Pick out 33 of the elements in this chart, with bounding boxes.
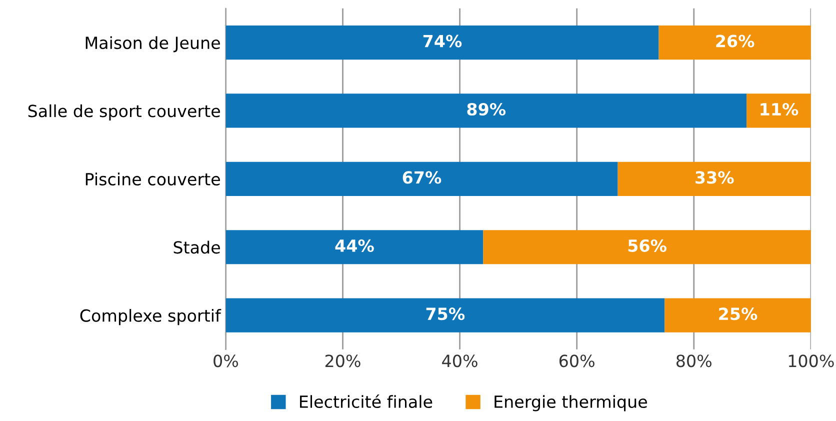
data-label: 67% bbox=[402, 171, 442, 184]
x-tick-label: 100% bbox=[788, 354, 834, 368]
bar bbox=[658, 25, 811, 60]
x-tick-label: 80% bbox=[676, 354, 712, 368]
data-label: 44% bbox=[335, 239, 374, 252]
legend-label: Electricité finale bbox=[300, 394, 432, 408]
bar bbox=[226, 230, 484, 264]
y-tick-label: Piscine couverte bbox=[86, 172, 220, 186]
data-label: 89% bbox=[467, 102, 506, 116]
bar bbox=[226, 25, 659, 60]
x-tick-label: 60% bbox=[559, 354, 594, 368]
legend-label: Energie thermique bbox=[494, 395, 647, 412]
bar bbox=[746, 94, 811, 128]
x-tick-label: 20% bbox=[325, 354, 360, 368]
data-label: 26% bbox=[716, 34, 754, 48]
data-label: 74% bbox=[423, 34, 462, 48]
bar bbox=[664, 298, 811, 332]
bar bbox=[483, 230, 811, 264]
x-tick-label: 0% bbox=[214, 354, 238, 368]
y-tick-label: Salle de sport couverte bbox=[28, 104, 220, 121]
y-tick-label: Stade bbox=[174, 240, 220, 254]
data-label: 33% bbox=[696, 171, 734, 184]
bar bbox=[226, 298, 665, 332]
data-label: 56% bbox=[628, 239, 666, 252]
bar bbox=[226, 94, 747, 128]
data-label: 25% bbox=[719, 308, 758, 320]
y-tick-label: Maison de Jeune bbox=[86, 36, 220, 52]
data-label: 75% bbox=[426, 308, 465, 320]
x-tick-label: 40% bbox=[442, 354, 478, 368]
bar bbox=[618, 162, 811, 196]
data-label: 11% bbox=[760, 102, 798, 116]
y-tick-label: Complexe sportif bbox=[80, 308, 222, 326]
bar bbox=[226, 162, 618, 196]
